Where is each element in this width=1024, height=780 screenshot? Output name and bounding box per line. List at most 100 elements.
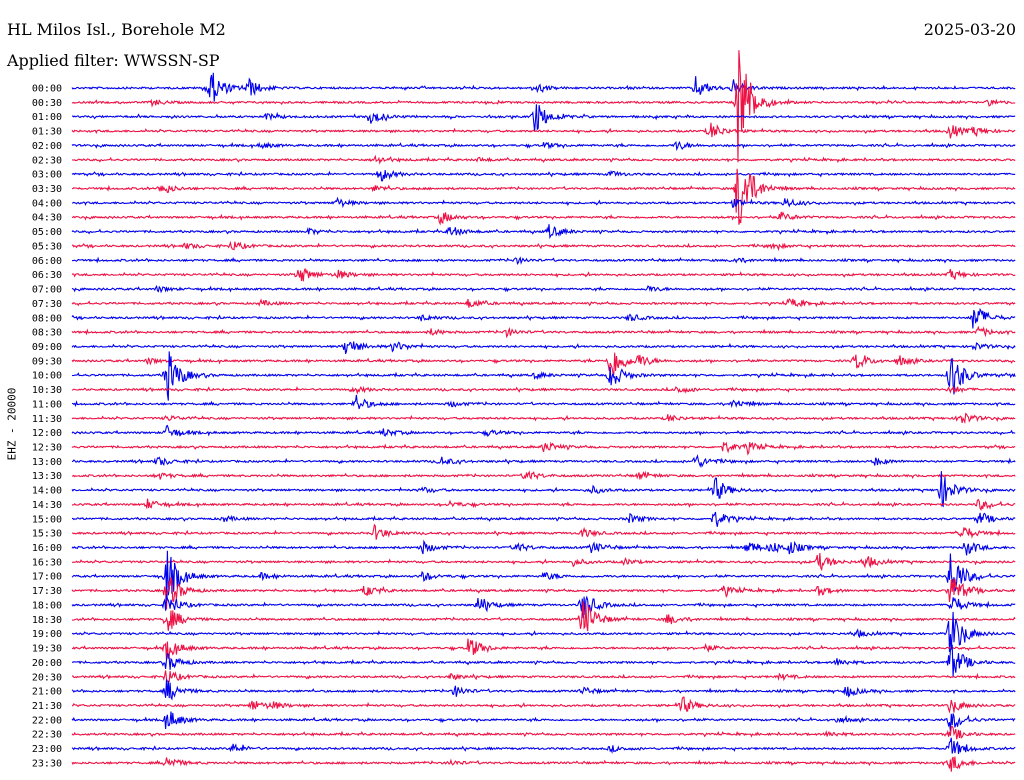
time-label: 23:00 [32,744,62,755]
time-label: 08:30 [32,328,62,339]
trace-line-1900 [71,611,1016,653]
time-label: 18:00 [32,600,62,611]
time-label: 14:00 [32,486,62,497]
trace-line-0400 [71,196,1016,209]
time-label: 21:00 [32,687,62,698]
time-label: 10:30 [32,385,62,396]
time-label: 13:00 [32,457,62,468]
trace-line-0730 [71,297,1016,308]
time-label: 22:00 [32,715,62,726]
channel-label: EHZ - 20000 [5,387,19,461]
time-label: 05:30 [32,241,62,252]
time-label: 05:00 [32,227,62,238]
time-label: 02:00 [32,141,62,152]
time-label: 20:00 [32,658,62,669]
time-label: 14:30 [32,500,62,511]
record-date: 2025-03-20 [923,20,1016,39]
time-label: 17:00 [32,572,62,583]
trace-line-0600 [71,256,1016,266]
trace-line-1930 [71,638,1016,661]
time-label: 11:30 [32,414,62,425]
trace-line-1730 [71,577,1016,610]
time-label: 15:00 [32,514,62,525]
station-title: HL Milos Isl., Borehole M2 [7,20,226,39]
time-label: 12:00 [32,428,62,439]
trace-line-1700 [71,550,1016,596]
trace-line-0200 [71,140,1016,152]
time-label: 04:30 [32,213,62,224]
time-label: 12:30 [32,443,62,454]
trace-line-1600 [71,539,1016,556]
time-label: 02:30 [32,155,62,166]
time-label: 07:30 [32,299,62,310]
trace-line-0530 [71,240,1016,252]
trace-line-1530 [72,523,1016,540]
trace-group [71,50,1016,772]
time-label-group: 00:00 00:30 01:00 01:30 02:00 02:30 03:00 03:30… [32,84,62,770]
time-label: 13:30 [32,471,62,482]
trace-line-0230 [71,154,1016,165]
time-label: 19:30 [32,644,62,655]
time-label: 20:30 [32,672,62,683]
time-label: 00:00 [32,84,62,95]
trace-line-1400 [71,471,1016,508]
trace-line-2030 [71,670,1016,683]
time-label: 09:00 [32,342,62,353]
trace-line-1030 [71,385,1016,395]
trace-line-0300 [71,169,1016,182]
trace-line-0000 [71,72,1016,102]
trace-line-0500 [71,224,1016,240]
trace-line-1200 [71,424,1016,437]
time-label: 04:00 [32,198,62,209]
trace-line-0830 [71,325,1016,339]
trace-line-0330 [71,168,1016,225]
trace-line-1000 [71,351,1016,401]
time-label: 17:30 [32,586,62,597]
trace-line-2330 [71,756,1016,772]
time-label: 03:30 [32,184,62,195]
trace-line-0630 [71,268,1016,282]
trace-line-0130 [71,122,1016,139]
time-label: 16:00 [32,543,62,554]
trace-line-1800 [71,594,1016,619]
time-label: 00:30 [32,98,62,109]
time-label: 23:30 [32,758,62,769]
trace-line-0900 [71,341,1016,354]
trace-line-1130 [71,412,1016,425]
time-label: 06:30 [32,270,62,281]
trace-line-2000 [71,644,1016,677]
time-label: 06:00 [32,256,62,267]
filter-label: Applied filter: WWSSN-SP [7,51,220,70]
time-label: 22:30 [32,730,62,741]
trace-line-1500 [72,511,1016,527]
time-label: 11:00 [32,399,62,410]
trace-line-0800 [71,307,1016,329]
trace-line-1330 [71,470,1016,481]
time-label: 01:00 [32,112,62,123]
time-label: 07:00 [32,285,62,296]
time-label: 08:00 [32,313,62,324]
trace-line-1630 [72,552,1016,572]
trace-line-1430 [71,498,1016,511]
time-label: 19:00 [32,629,62,640]
trace-line-1230 [71,441,1016,456]
time-label: 09:30 [32,356,62,367]
trace-line-0030 [71,50,1016,163]
time-label: 01:30 [32,127,62,138]
time-label: 21:30 [32,701,62,712]
trace-line-2200 [71,711,1016,732]
trace-line-0930 [71,352,1016,376]
time-label: 16:30 [32,557,62,568]
trace-line-1300 [71,454,1016,468]
trace-line-2230 [71,725,1016,740]
trace-line-0700 [71,284,1016,294]
time-label: 18:30 [32,615,62,626]
trace-line-0100 [72,104,1016,132]
trace-line-2130 [72,696,1016,714]
time-label: 15:30 [32,529,62,540]
trace-line-1830 [71,601,1016,632]
trace-line-1100 [72,394,1016,410]
trace-line-2300 [71,737,1016,755]
trace-line-0430 [71,211,1016,226]
